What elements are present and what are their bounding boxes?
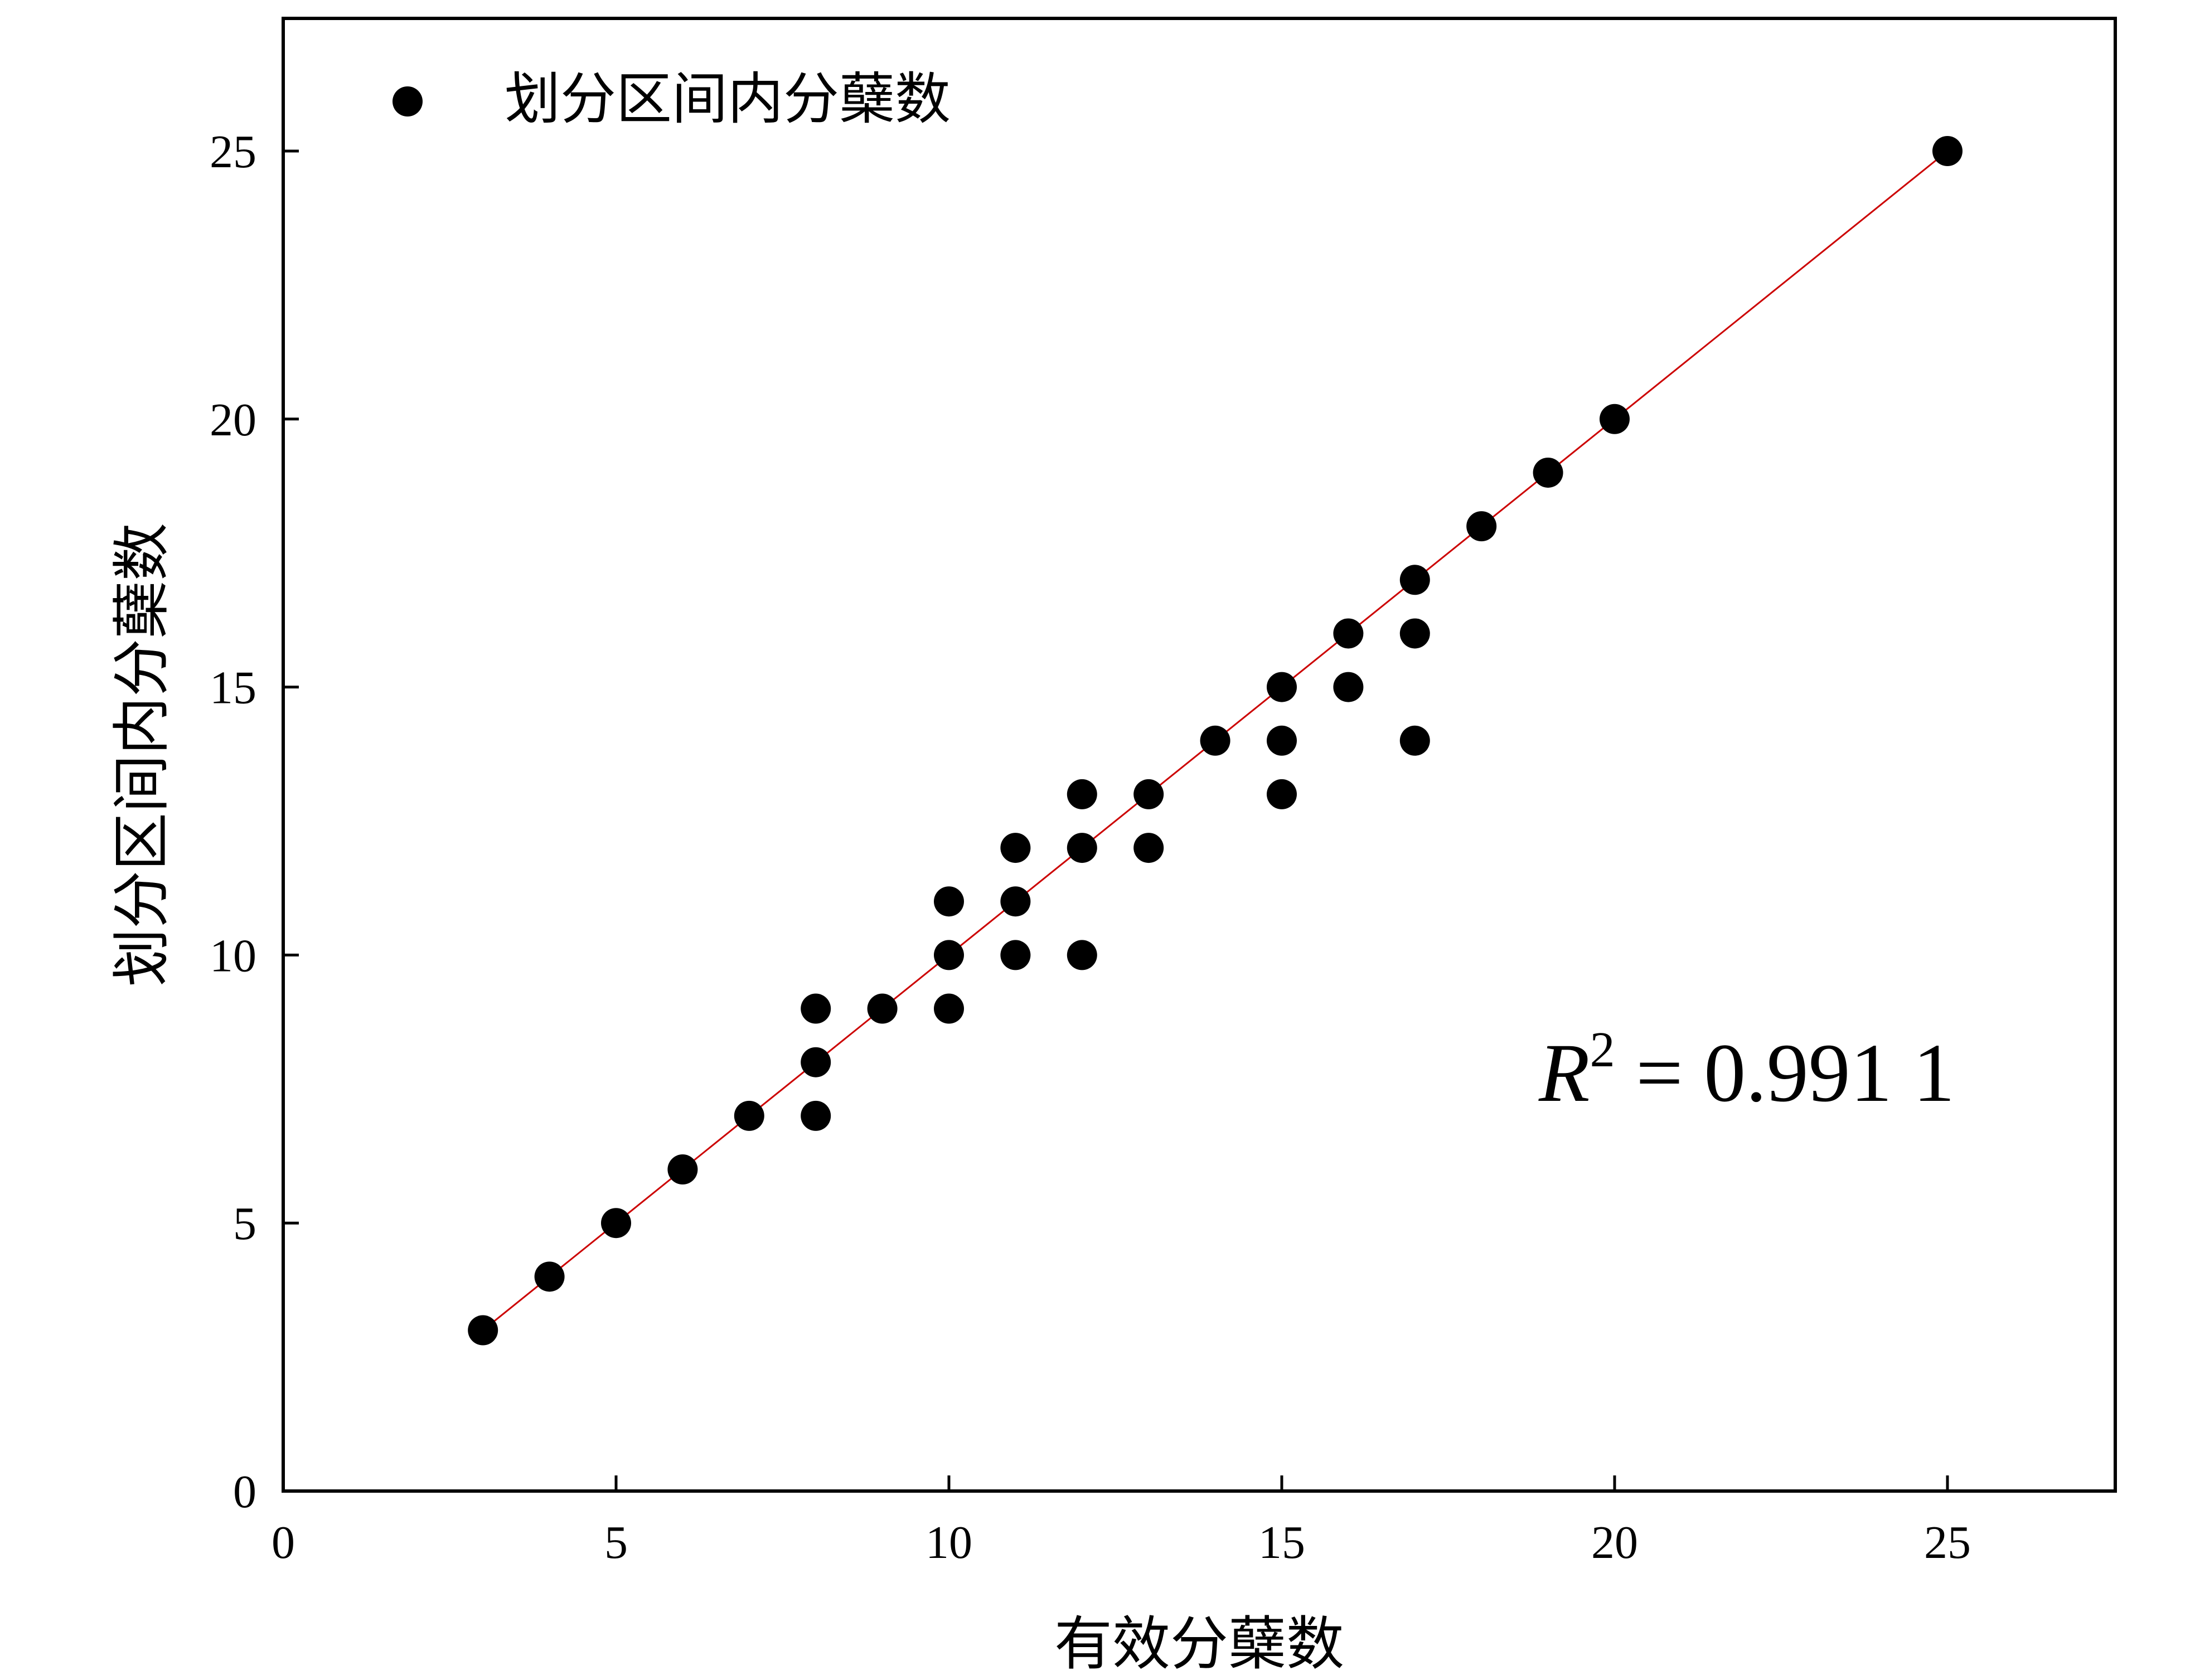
data-point: [1600, 404, 1630, 434]
r-squared-annotation: R2 = 0.991 1: [1538, 1022, 1955, 1119]
x-tick-labels: 0 5 10 15 20 25: [272, 1517, 1971, 1569]
data-point: [1333, 618, 1364, 649]
y-tick-label: 0: [233, 1466, 256, 1518]
x-axis-title: 有效分蘖数: [1054, 1610, 1344, 1678]
y-tick-label: 5: [233, 1198, 256, 1250]
x-tick-label: 25: [1924, 1517, 1971, 1569]
legend-label: 划分区间内分蘖数: [505, 66, 951, 132]
data-point: [934, 940, 964, 970]
data-point: [1067, 779, 1097, 809]
data-point: [1399, 565, 1430, 595]
data-point: [1932, 136, 1963, 166]
data-point: [667, 1154, 698, 1185]
data-point: [734, 1100, 764, 1131]
data-point: [468, 1315, 498, 1346]
data-point: [1533, 457, 1563, 488]
data-point: [1267, 672, 1297, 702]
data-point: [801, 1047, 831, 1077]
data-point: [534, 1261, 565, 1292]
data-point: [1067, 833, 1097, 863]
data-point: [1399, 618, 1430, 649]
y-tick-label: 10: [210, 930, 256, 982]
y-tick-labels: 0 5 10 15 20 25: [210, 126, 256, 1518]
data-point: [1133, 833, 1164, 863]
axis-ticks: [282, 149, 1949, 1493]
legend: 划分区间内分蘖数: [393, 66, 951, 132]
x-tick-label: 20: [1591, 1517, 1638, 1569]
data-point: [801, 993, 831, 1024]
data-point: [1399, 725, 1430, 756]
data-point: [1267, 725, 1297, 756]
r-exponent: 2: [1590, 1022, 1615, 1077]
data-point: [1267, 779, 1297, 809]
data-point: [1000, 886, 1031, 917]
data-point: [1000, 940, 1031, 970]
data-point: [801, 1100, 831, 1131]
data-point: [1200, 725, 1230, 756]
data-point: [1466, 511, 1497, 542]
data-point: [1067, 940, 1097, 970]
data-point: [867, 993, 898, 1024]
data-point: [934, 993, 964, 1024]
y-axis-title: 划分区间内分蘖数: [108, 523, 176, 987]
data-point: [601, 1208, 631, 1239]
x-tick-label: 0: [272, 1517, 295, 1569]
r-symbol: R: [1538, 1027, 1590, 1119]
x-tick-label: 15: [1258, 1517, 1305, 1569]
y-tick-label: 25: [210, 126, 256, 178]
data-point: [1133, 779, 1164, 809]
y-tick-label: 15: [210, 662, 256, 714]
plot-frame: [282, 17, 2117, 1493]
x-tick-label: 5: [604, 1517, 628, 1569]
y-tick-label: 20: [210, 394, 256, 446]
x-tick-label: 10: [926, 1517, 972, 1569]
legend-marker: [393, 86, 423, 116]
data-point: [934, 886, 964, 917]
data-points: [468, 136, 1963, 1346]
r-squared-value: = 0.991 1: [1615, 1027, 1955, 1119]
data-point: [1333, 672, 1364, 702]
data-point: [1000, 833, 1031, 863]
